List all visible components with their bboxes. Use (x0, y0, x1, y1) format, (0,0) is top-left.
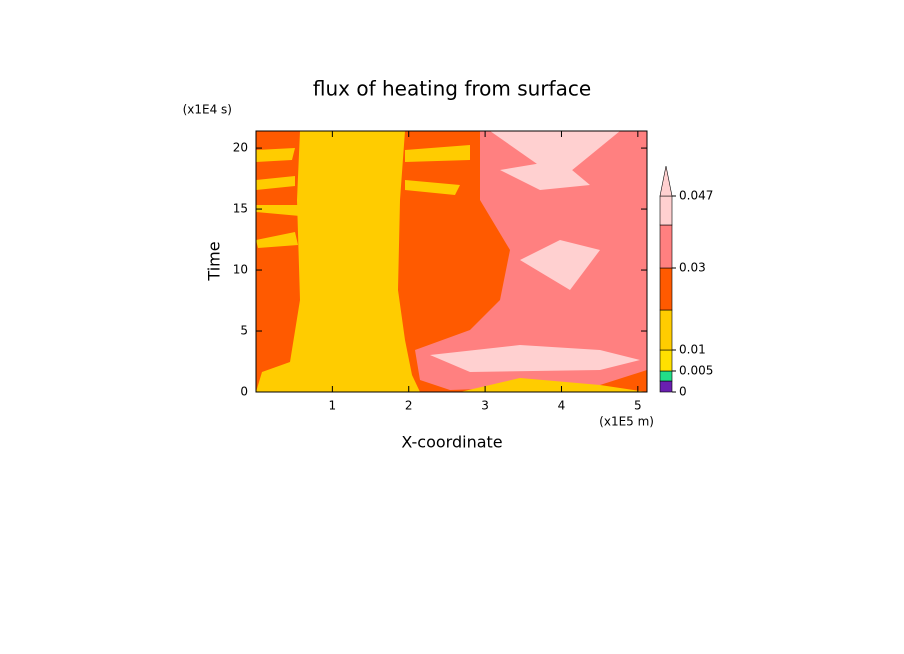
colorbar-band (659, 195, 673, 226)
colorbar-label: 0 (679, 385, 687, 399)
colorbar-band (659, 267, 673, 311)
colorbar-band (659, 349, 673, 372)
colorbar-label: 0.03 (679, 261, 706, 275)
plot-frame (255, 130, 648, 393)
x-tick-label: 1 (329, 399, 337, 413)
region (430, 378, 647, 392)
y-unit: (x1E4 s) (183, 103, 232, 117)
colorbar-label: 0.01 (679, 343, 706, 357)
region (256, 131, 420, 392)
x-tick-label: 2 (405, 399, 413, 413)
x-tick-label: 4 (558, 399, 566, 413)
x-axis-label: X-coordinate (401, 433, 502, 452)
colorbar-label: 0.005 (679, 364, 713, 378)
contour-field (256, 131, 647, 392)
y-tick-label: 0 (240, 385, 248, 399)
x-tick-label: 5 (634, 399, 642, 413)
x-unit: (x1E5 m) (599, 415, 654, 429)
y-tick-label: 5 (240, 324, 248, 338)
region (256, 145, 470, 248)
colorbar-band (659, 370, 673, 382)
chart-title: flux of heating from surface (313, 77, 591, 101)
y-axis-label: Time (205, 241, 224, 281)
colorbar-extension (659, 165, 673, 197)
y-tick-label: 15 (233, 202, 248, 216)
colorbar-band (659, 309, 673, 351)
colorbar-label: 0.047 (679, 189, 713, 203)
region (430, 131, 640, 372)
y-tick-label: 10 (233, 263, 248, 277)
colorbar-band (659, 380, 673, 393)
y-tick-label: 20 (233, 141, 248, 155)
colorbar-band (659, 224, 673, 269)
x-tick-label: 3 (481, 399, 489, 413)
